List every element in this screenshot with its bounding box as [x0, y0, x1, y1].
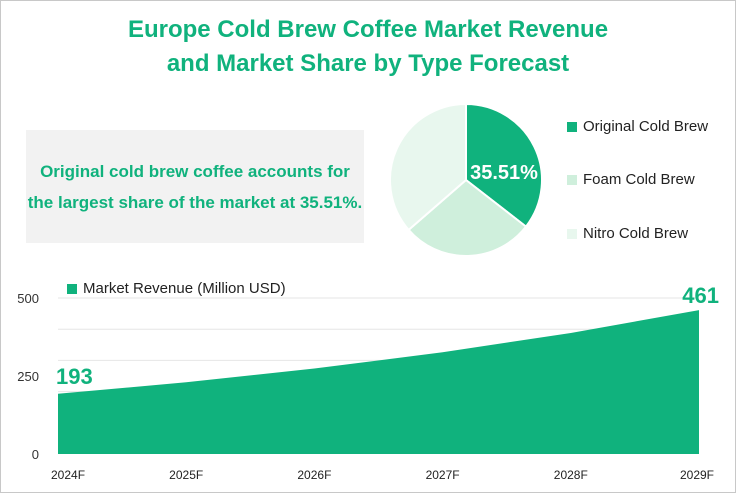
- y-tick-label: 0: [32, 447, 39, 462]
- title-line-1: Europe Cold Brew Coffee Market Revenue: [127, 16, 609, 43]
- legend-swatch: [67, 283, 77, 294]
- revenue-area: [58, 310, 699, 454]
- legend-item-nitro: Nitro Cold Brew: [567, 225, 688, 242]
- chart-title: Europe Cold Brew Coffee Market Revenue an…: [1, 13, 735, 81]
- legend-label: Market Revenue (Million USD): [83, 280, 286, 297]
- legend-label: Foam Cold Brew: [583, 171, 695, 188]
- legend-item-foam: Foam Cold Brew: [567, 171, 695, 188]
- pie-data-label: 35.51%: [470, 162, 538, 184]
- legend-label: Nitro Cold Brew: [583, 225, 689, 242]
- x-tick-label: 2024F: [51, 468, 85, 482]
- legend-swatch: [567, 228, 577, 239]
- pie-slice-1: [407, 178, 528, 257]
- y-tick-label: 500: [17, 291, 39, 306]
- legend-item-original: Original Cold Brew: [567, 118, 708, 135]
- data-label-first: 193: [56, 364, 93, 389]
- title-line-2: and Market Share by Type Forecast: [166, 50, 570, 77]
- x-tick-label: 2026F: [297, 468, 331, 482]
- callout-note: Original cold brew coffee accounts for t…: [26, 130, 364, 243]
- legend-swatch: [567, 174, 577, 185]
- pie-slice-0: [465, 102, 543, 229]
- y-tick-label: 250: [17, 369, 39, 384]
- x-tick-label: 2029F: [680, 468, 714, 482]
- pie-slice-2: [389, 102, 467, 232]
- legend-item-revenue: Market Revenue (Million USD): [67, 280, 286, 297]
- callout-text: Original cold brew coffee accounts for t…: [27, 161, 363, 212]
- legend-swatch: [567, 121, 577, 132]
- x-tick-label: 2027F: [426, 468, 460, 482]
- data-label-last: 461: [682, 283, 719, 308]
- legend-label: Original Cold Brew: [583, 118, 709, 135]
- x-tick-label: 2025F: [169, 468, 203, 482]
- x-tick-label: 2028F: [554, 468, 588, 482]
